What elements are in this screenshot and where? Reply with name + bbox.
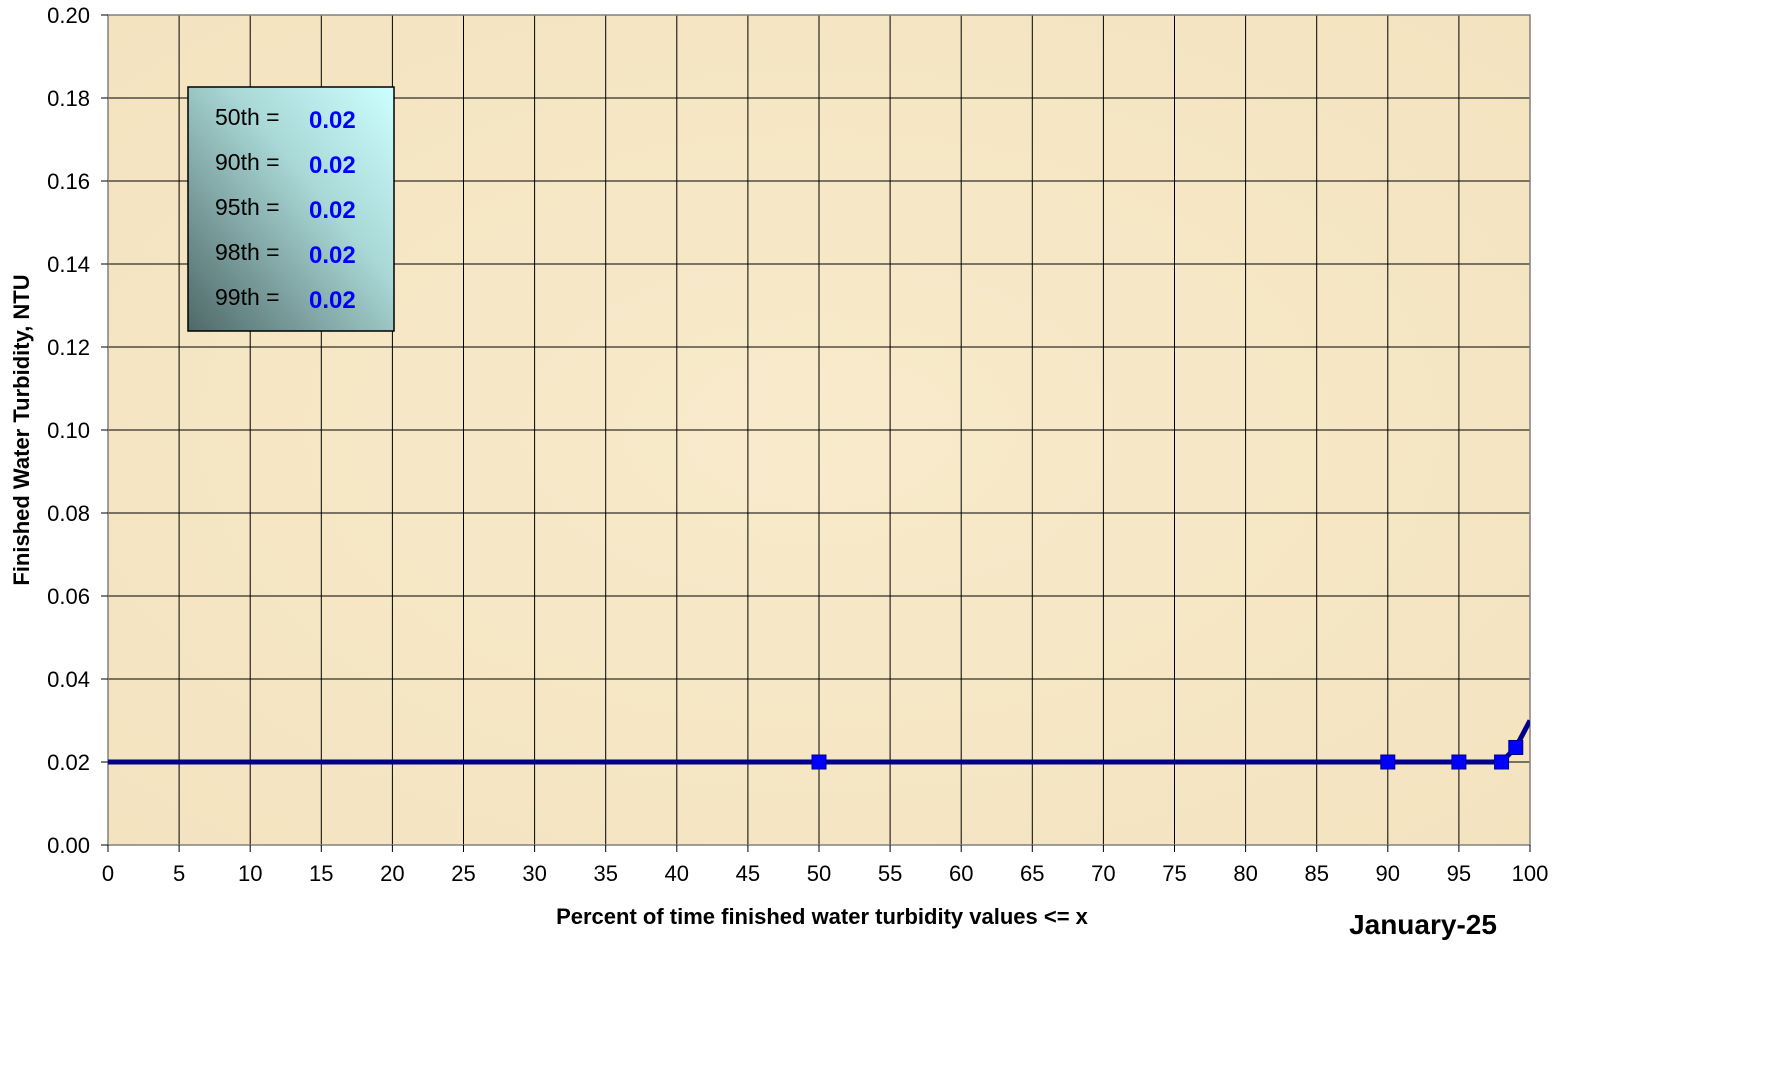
data-point-marker bbox=[811, 754, 827, 770]
percentile-label: 50th = bbox=[215, 104, 280, 130]
percentile-value: 0.02 bbox=[309, 152, 356, 179]
y-tick-label: 0.00 bbox=[47, 833, 90, 858]
x-tick-label: 25 bbox=[451, 861, 475, 886]
x-tick-label: 65 bbox=[1020, 861, 1044, 886]
x-tick-label: 85 bbox=[1304, 861, 1328, 886]
percentile-box: 50th = 0.02 90th = 0.02 95th = 0.02 98th = 0.02… bbox=[187, 86, 395, 332]
x-tick-label: 5 bbox=[173, 861, 185, 886]
y-tick-label: 0.16 bbox=[47, 169, 90, 194]
x-tick-label: 35 bbox=[593, 861, 617, 886]
percentile-value: 0.02 bbox=[309, 242, 356, 269]
percentile-value: 0.02 bbox=[309, 197, 356, 224]
x-tick-label: 15 bbox=[309, 861, 333, 886]
x-tick-label: 50 bbox=[807, 861, 831, 886]
x-tick-label: 60 bbox=[949, 861, 973, 886]
x-tick-label: 45 bbox=[736, 861, 760, 886]
data-point-marker bbox=[1451, 754, 1467, 770]
x-tick-label: 90 bbox=[1376, 861, 1400, 886]
y-axis-title: Finished Water Turbidity, NTU bbox=[9, 274, 34, 585]
y-tick-label: 0.20 bbox=[47, 3, 90, 28]
x-tick-label: 70 bbox=[1091, 861, 1115, 886]
y-tick-label: 0.12 bbox=[47, 335, 90, 360]
percentile-box-background bbox=[187, 86, 395, 332]
x-tick-label: 55 bbox=[878, 861, 902, 886]
x-tick-label: 40 bbox=[665, 861, 689, 886]
y-tick-label: 0.18 bbox=[47, 86, 90, 111]
data-point-marker bbox=[1494, 754, 1510, 770]
y-tick-label: 0.02 bbox=[47, 750, 90, 775]
x-tick-label: 80 bbox=[1233, 861, 1257, 886]
x-tick-label: 0 bbox=[102, 861, 114, 886]
y-tick-label: 0.10 bbox=[47, 418, 90, 443]
x-axis-title: Percent of time finished water turbidity… bbox=[556, 904, 1089, 929]
percentile-rows: 50th = 0.02 90th = 0.02 95th = 0.02 98th = 0.02… bbox=[215, 104, 356, 314]
x-tick-label: 20 bbox=[380, 861, 404, 886]
x-tick-label: 100 bbox=[1512, 861, 1549, 886]
percentile-label: 95th = bbox=[215, 194, 280, 220]
x-tick-label: 30 bbox=[522, 861, 546, 886]
percentile-label: 99th = bbox=[215, 284, 280, 310]
data-point-marker bbox=[1380, 754, 1396, 770]
y-tick-label: 0.14 bbox=[47, 252, 90, 277]
x-tick-label: 10 bbox=[238, 861, 262, 886]
y-tick-label: 0.08 bbox=[47, 501, 90, 526]
x-axis-ticks: 0 5 10 15 20 25 30 35 40 45 50 55 60 65 70 75 80 85 90 95 10… bbox=[102, 845, 1548, 886]
percentile-label: 90th = bbox=[215, 149, 280, 175]
data-point-marker bbox=[1508, 739, 1524, 755]
percentile-value: 0.02 bbox=[309, 287, 356, 314]
percentile-value: 0.02 bbox=[309, 107, 356, 134]
y-axis-ticks: 0.00 0.02 0.04 0.06 0.08 0.10 0.12 0.14 0.16 0.18… bbox=[47, 3, 108, 858]
percentile-label: 98th = bbox=[215, 239, 280, 265]
y-tick-label: 0.04 bbox=[47, 667, 90, 692]
x-tick-label: 95 bbox=[1447, 861, 1471, 886]
period-label: January-25 bbox=[1349, 909, 1497, 940]
series-group bbox=[108, 719, 1530, 770]
x-tick-label: 75 bbox=[1162, 861, 1186, 886]
y-tick-label: 0.06 bbox=[47, 584, 90, 609]
